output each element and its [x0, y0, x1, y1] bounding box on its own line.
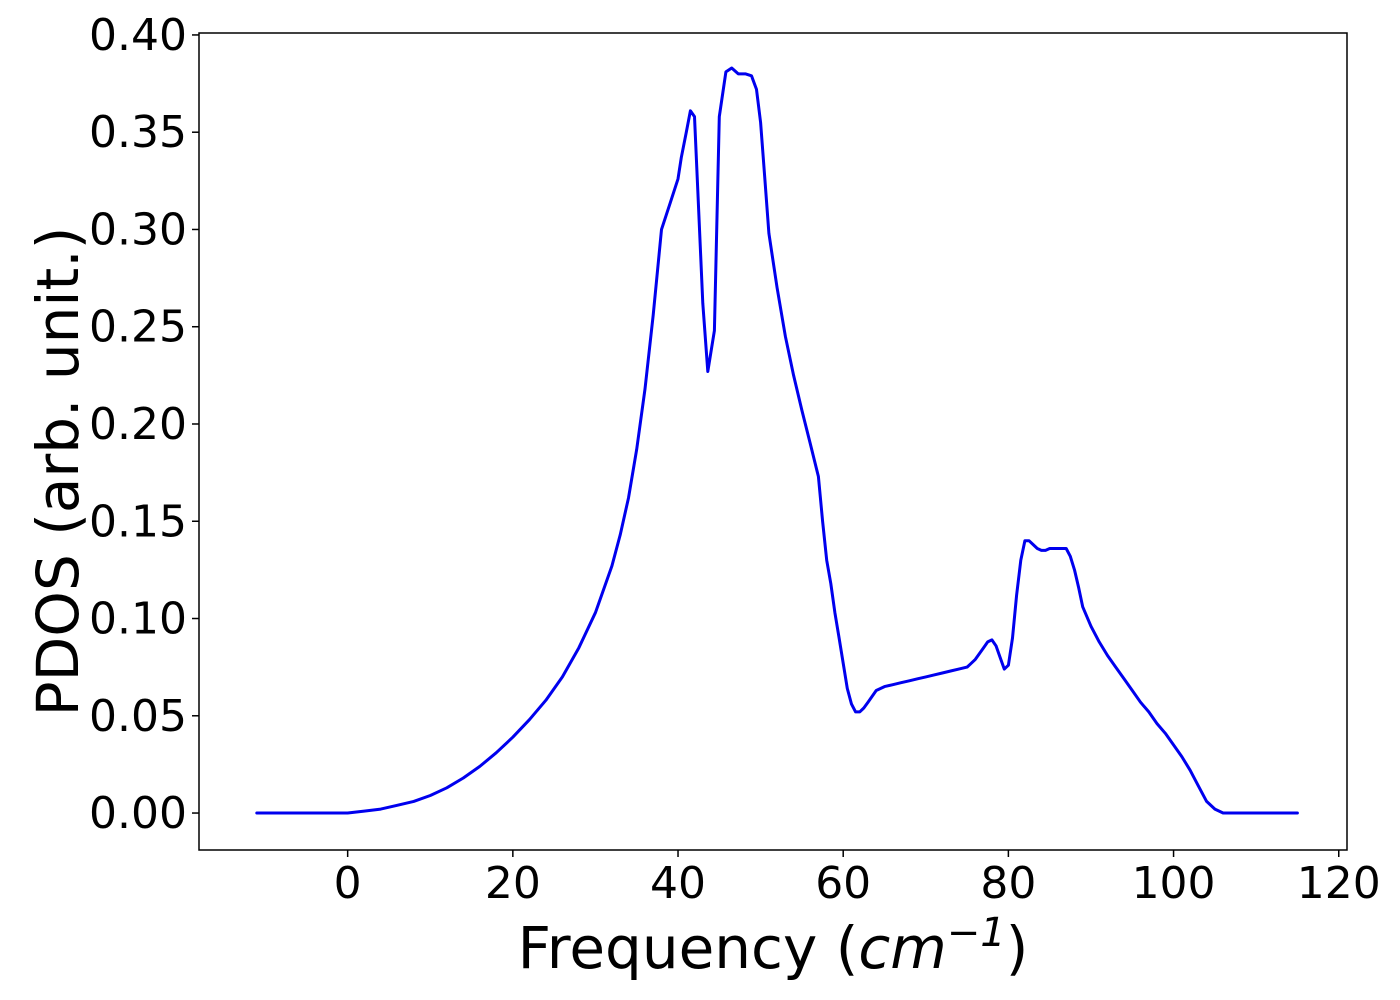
pdos-series-line: [255, 66, 1299, 815]
x-tick-label: 0: [334, 858, 362, 909]
x-tick-label: 120: [1297, 858, 1381, 909]
plot-area: [255, 66, 1299, 815]
x-axis-label-exponent: −1: [947, 910, 1006, 956]
x-tick-label: 60: [815, 858, 871, 909]
y-tick-label: 0.20: [89, 399, 187, 450]
x-tick-label: 40: [650, 858, 706, 909]
x-axis-label-unit: cm: [858, 914, 946, 982]
x-tick-label: 20: [485, 858, 541, 909]
y-tick-label: 0.15: [89, 496, 187, 547]
y-tick-label: 0.10: [89, 594, 187, 645]
y-tick-label: 0.40: [89, 10, 187, 61]
y-axis: 0.00 0.05 0.10 0.15 0.20 0.25 0.30 0.35 0.40: [89, 10, 199, 839]
x-axis-label-suffix: ): [1006, 914, 1029, 982]
y-tick-label: 0.25: [89, 302, 187, 353]
x-axis-label: Frequency (cm−1): [518, 910, 1029, 982]
y-tick-label: 0.00: [89, 788, 187, 839]
x-tick-label: 80: [980, 858, 1036, 909]
y-tick-label: 0.35: [89, 107, 187, 158]
x-axis-label-prefix: Frequency (: [518, 914, 859, 982]
y-tick-label: 0.05: [89, 691, 187, 742]
y-tick-label: 0.30: [89, 204, 187, 255]
plot-frame: [198, 32, 1348, 851]
x-axis: 0 20 40 60 80 100 120: [334, 850, 1381, 909]
x-tick-label: 100: [1132, 858, 1216, 909]
y-axis-label: PDOS (arb. unit.): [24, 227, 92, 717]
